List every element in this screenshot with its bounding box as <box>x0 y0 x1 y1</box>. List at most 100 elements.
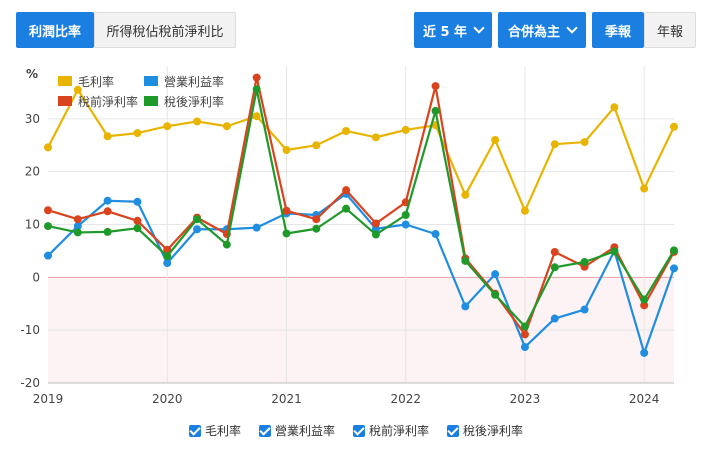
data-point <box>550 263 559 272</box>
data-point <box>44 251 52 260</box>
data-point <box>163 252 172 261</box>
x-tick-label: 2021 <box>271 392 302 406</box>
data-point <box>193 215 202 224</box>
data-point <box>133 197 142 206</box>
toggle-net-margin[interactable]: 稅後淨利率 <box>447 422 523 439</box>
data-point <box>163 122 172 131</box>
data-point <box>550 247 559 256</box>
annual-button[interactable]: 年報 <box>644 12 696 48</box>
toggle-label: 營業利益率 <box>274 424 335 438</box>
data-point <box>312 224 321 233</box>
data-point <box>342 126 351 135</box>
data-point <box>44 143 52 152</box>
y-tick-label: -20 <box>20 376 40 390</box>
checkbox-icon <box>188 424 201 437</box>
toggle-gross-margin[interactable]: 毛利率 <box>188 422 241 439</box>
data-point <box>670 246 678 255</box>
data-point <box>461 190 470 199</box>
data-point <box>401 210 410 219</box>
scope-dropdown[interactable]: 合併為主 <box>498 12 586 48</box>
data-point <box>193 225 202 234</box>
data-point <box>282 146 291 155</box>
y-tick-label: 20 <box>25 165 40 179</box>
data-point <box>252 73 261 82</box>
data-point <box>640 348 649 357</box>
data-point <box>193 117 202 126</box>
y-tick-label: -10 <box>20 323 40 337</box>
data-point <box>580 258 589 267</box>
data-point <box>103 132 112 141</box>
quarterly-button[interactable]: 季報 <box>592 12 644 48</box>
data-point <box>222 122 231 131</box>
profit-ratio-chart: -20 -10 0 10 20 30% 2019 2020 2021 2022 2023 2024 毛利… <box>20 66 678 406</box>
toggle-pretax-margin[interactable]: 稅前淨利率 <box>353 422 429 439</box>
series-line-0 <box>47 88 675 212</box>
x-tick-label: 2020 <box>152 392 183 406</box>
chevron-down-icon <box>473 22 485 34</box>
toggle-label: 稅前淨利率 <box>369 424 430 438</box>
data-point <box>103 207 112 216</box>
data-point <box>282 229 291 238</box>
data-point <box>491 290 500 299</box>
data-point <box>163 245 172 254</box>
x-tick-label: 2022 <box>390 392 421 406</box>
legend-label: 毛利率 <box>78 74 114 89</box>
data-point <box>401 125 410 134</box>
legend-label: 稅前淨利率 <box>78 94 138 109</box>
data-point <box>222 240 231 249</box>
data-point <box>73 222 82 231</box>
data-point <box>44 206 52 215</box>
data-point <box>550 140 559 149</box>
data-point <box>520 330 529 339</box>
data-point <box>44 222 52 231</box>
toggle-label: 毛利率 <box>204 424 241 438</box>
data-point <box>461 302 470 311</box>
period-dropdown[interactable]: 近 5 年 <box>414 12 492 48</box>
data-point <box>640 184 649 193</box>
tab-profit-ratio[interactable]: 利潤比率 <box>16 12 94 48</box>
data-point <box>520 322 529 331</box>
toggle-operating-margin[interactable]: 營業利益率 <box>258 422 335 439</box>
period-label: 近 5 年 <box>422 24 468 40</box>
data-point <box>73 228 82 237</box>
data-point <box>133 216 142 225</box>
x-tick-label: 2023 <box>510 392 541 406</box>
data-point <box>610 247 619 256</box>
data-point <box>282 206 291 215</box>
data-point <box>431 106 440 115</box>
y-tick-label: 30 <box>25 112 40 126</box>
data-point <box>461 256 470 265</box>
data-point <box>670 264 678 273</box>
legend-label: 營業利益率 <box>164 74 224 89</box>
series-line-1 <box>47 192 676 354</box>
data-point <box>371 219 380 228</box>
data-point <box>431 82 440 91</box>
data-point <box>371 230 380 239</box>
data-point <box>431 230 440 239</box>
data-point <box>252 85 261 94</box>
data-point <box>312 215 321 224</box>
data-point <box>252 112 261 121</box>
legend-swatch <box>58 96 72 106</box>
legend-label: 稅後淨利率 <box>164 94 224 109</box>
series-line-3 <box>47 88 675 328</box>
legend-swatch <box>144 76 158 86</box>
data-point <box>312 141 321 150</box>
chevron-down-icon <box>566 22 578 34</box>
tab-income-tax-ratio[interactable]: 所得稅佔稅前淨利比 <box>94 12 236 48</box>
data-point <box>103 227 112 236</box>
data-point <box>610 103 619 112</box>
data-point <box>491 270 500 279</box>
checkbox-icon <box>258 424 271 437</box>
x-tick-label: 2019 <box>33 392 64 406</box>
data-point <box>580 138 589 147</box>
y-tick-label: 10 <box>25 218 40 232</box>
data-point <box>520 206 529 215</box>
data-point <box>491 135 500 144</box>
data-point <box>103 196 112 205</box>
checkbox-icon <box>353 424 365 437</box>
data-point <box>640 295 649 304</box>
scope-label: 合併為主 <box>507 24 560 40</box>
data-point <box>640 301 649 310</box>
legend-swatch <box>144 96 158 106</box>
